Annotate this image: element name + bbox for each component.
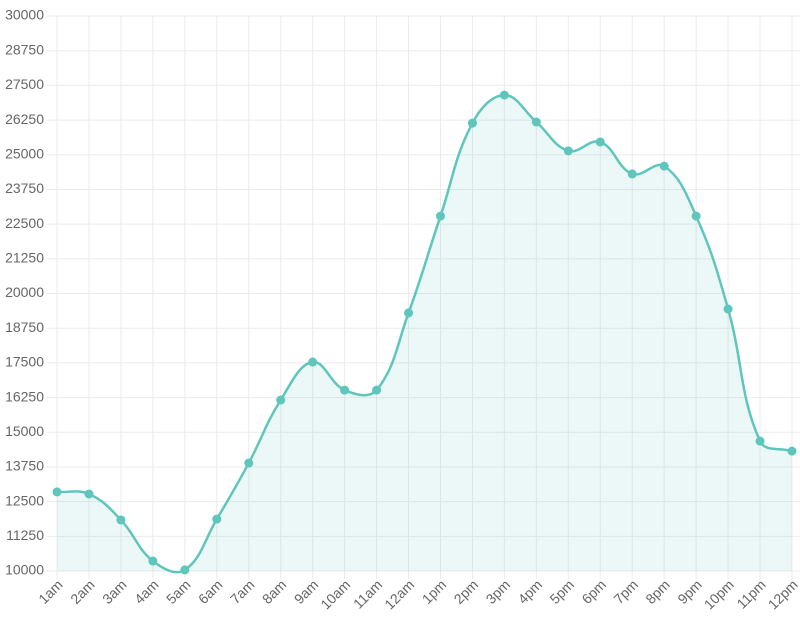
x-tick-label: 9am [291, 576, 322, 607]
y-tick-label: 23750 [5, 180, 44, 196]
x-tick-label: 4am [131, 576, 162, 607]
x-tick-label: 2am [67, 576, 98, 607]
x-tick-label: 8pm [642, 576, 673, 607]
x-tick-label: 5pm [546, 576, 577, 607]
x-tick-label: 3pm [483, 576, 514, 607]
x-tick-label: 12pm [765, 576, 800, 612]
y-tick-label: 22500 [5, 215, 44, 231]
y-tick-label: 11250 [6, 527, 44, 543]
area [57, 95, 792, 573]
point [212, 514, 222, 524]
y-tick-label: 12500 [5, 492, 44, 508]
y-tick-label: 17500 [5, 354, 44, 370]
x-tick-label: 10pm [701, 576, 737, 612]
point [372, 385, 382, 395]
x-tick-label: 1am [35, 576, 66, 607]
point [499, 90, 509, 100]
x-tick-label: 12am [381, 576, 417, 612]
y-tick-label: 18750 [5, 319, 44, 335]
point [531, 117, 541, 127]
y-tick-label: 15000 [5, 423, 44, 439]
y-tick-label: 20000 [5, 284, 44, 300]
x-tick-label: 7pm [610, 576, 641, 607]
point [691, 211, 701, 221]
point [563, 146, 573, 156]
point [180, 565, 190, 575]
y-tick-label: 27500 [5, 76, 44, 92]
point [244, 458, 254, 468]
point [595, 137, 605, 147]
point [467, 118, 477, 128]
x-tick-label: 10am [317, 576, 353, 612]
grid [47, 15, 800, 579]
point [659, 161, 669, 171]
point [308, 357, 318, 367]
x-tick-label: 8am [259, 576, 290, 607]
x-tick-label: 3am [99, 576, 130, 607]
point [52, 487, 62, 497]
y-tick-label: 26250 [5, 111, 44, 127]
point [755, 436, 765, 446]
x-tick-label: 1pm [419, 576, 450, 607]
y-tick-label: 30000 [5, 7, 44, 23]
y-tick-label: 13750 [5, 458, 44, 474]
point [148, 556, 158, 566]
x-tick-label: 5am [163, 576, 194, 607]
x-tick-label: 11pm [733, 576, 768, 611]
x-tick-label: 6pm [578, 576, 609, 607]
y-tick-label: 10000 [5, 562, 44, 578]
point [723, 304, 733, 314]
point [84, 489, 94, 499]
x-tick-label: 9pm [674, 576, 705, 607]
y-tick-label: 21250 [5, 250, 44, 266]
point [340, 385, 350, 395]
x-tick-label: 2pm [451, 576, 482, 607]
point [404, 308, 414, 318]
point [116, 515, 126, 525]
y-tick-label: 25000 [5, 145, 44, 161]
y-tick-label: 28750 [5, 41, 44, 57]
x-tick-label: 11am [350, 576, 385, 611]
point [627, 169, 637, 179]
x-tick-label: 4pm [515, 576, 546, 607]
x-tick-label: 6am [195, 576, 226, 607]
point [787, 446, 797, 456]
x-tick-label: 7am [227, 576, 258, 607]
point [276, 395, 286, 405]
point [435, 211, 445, 221]
y-tick-label: 16250 [5, 388, 44, 404]
